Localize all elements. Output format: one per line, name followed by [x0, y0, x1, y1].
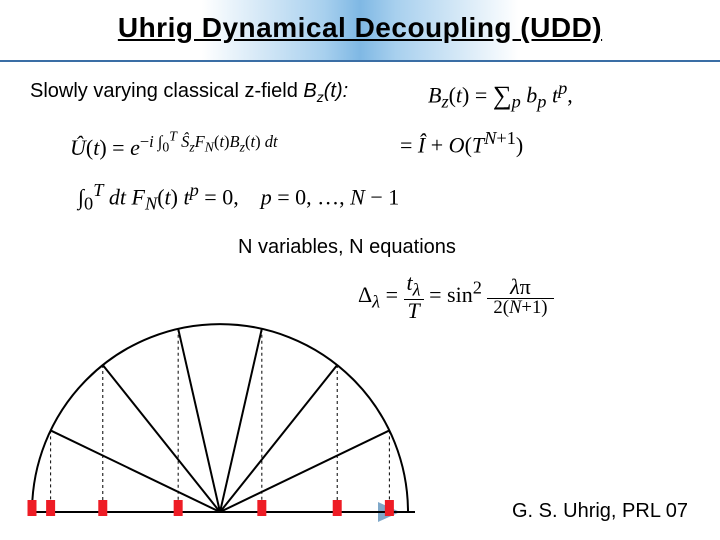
- caption-n-variables: N variables, N equations: [238, 236, 456, 259]
- title-text-span: Uhrig Dynamical Decoupling (UDD): [118, 12, 602, 43]
- equation-evolution-expansion: = Î + O(TN+1): [400, 128, 523, 158]
- subtitle-var: Bz(t):: [303, 80, 348, 102]
- equation-evolution-operator: Û(t) = e−i ∫0T ŜzFN(t)Bz(t) dt: [70, 128, 278, 161]
- equation-bz-series: Bz(t) = ∑p bp tp,: [428, 78, 573, 113]
- slide-title: Uhrig Dynamical Decoupling (UDD): [0, 12, 720, 44]
- udd-semicircle-diagram: [20, 300, 420, 530]
- citation-text: G. S. Uhrig, PRL 07: [512, 500, 688, 523]
- equation-integral-constraint: ∫0T dt FN(t) tp = 0, p = 0, …, N − 1: [78, 180, 399, 215]
- subtitle-prefix: Slowly varying classical z-field: [30, 80, 303, 102]
- subtitle-line: Slowly varying classical z-field Bz(t):: [30, 80, 348, 105]
